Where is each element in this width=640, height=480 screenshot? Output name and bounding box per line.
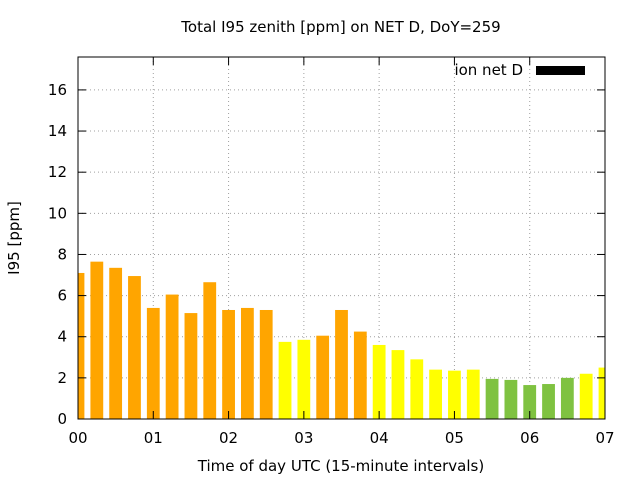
y-tick-label: 12 xyxy=(48,163,67,181)
bar xyxy=(240,307,254,419)
bar xyxy=(165,294,179,419)
bar xyxy=(335,309,348,419)
bar xyxy=(598,367,605,419)
y-tick-label: 2 xyxy=(57,369,67,387)
x-tick-label: 01 xyxy=(144,429,163,447)
bar xyxy=(353,331,367,419)
x-tick-label: 06 xyxy=(520,429,539,447)
bar xyxy=(203,282,217,419)
bar xyxy=(391,350,405,419)
bar xyxy=(278,341,292,419)
bar xyxy=(523,385,537,419)
x-tick-label: 07 xyxy=(595,429,614,447)
bar xyxy=(222,309,235,419)
legend-swatch xyxy=(536,66,585,75)
bar xyxy=(109,267,123,419)
bar xyxy=(466,369,480,419)
plot-frame xyxy=(77,56,606,420)
y-tick-label: 10 xyxy=(48,204,67,222)
chart-title: Total I95 zenith [ppm] on NET D, DoY=259 xyxy=(180,18,500,36)
bar xyxy=(504,379,518,419)
bar xyxy=(372,344,386,419)
bar xyxy=(579,373,593,419)
bar xyxy=(184,313,198,419)
y-axis-title: I95 [ppm] xyxy=(5,201,23,275)
bar xyxy=(297,339,311,419)
bar xyxy=(448,370,461,419)
y-tick-label: 16 xyxy=(48,81,67,99)
x-tick-label: 03 xyxy=(294,429,313,447)
bar xyxy=(78,272,85,419)
x-axis-title: Time of day UTC (15-minute intervals) xyxy=(197,457,484,475)
x-tick-label: 02 xyxy=(219,429,238,447)
bar xyxy=(560,377,574,419)
legend-label: ion net D xyxy=(454,61,523,79)
x-tick-label: 04 xyxy=(370,429,389,447)
y-tick-label: 8 xyxy=(57,245,67,263)
bar xyxy=(485,378,499,419)
legend: ion net D xyxy=(454,61,585,79)
y-tick-label: 14 xyxy=(48,122,67,140)
grid-lines xyxy=(78,57,605,419)
bar xyxy=(542,384,555,419)
y-tick-label: 0 xyxy=(57,410,67,428)
bar xyxy=(128,276,141,419)
x-tick-label: 05 xyxy=(445,429,464,447)
bars xyxy=(78,261,605,419)
bar xyxy=(146,307,160,419)
x-tick-label: 00 xyxy=(68,429,87,447)
y-tick-label: 6 xyxy=(57,287,67,305)
bar xyxy=(429,369,443,419)
bar xyxy=(316,335,330,419)
y-tick-label: 4 xyxy=(57,328,67,346)
bar xyxy=(259,309,273,419)
bar xyxy=(90,261,104,419)
bar xyxy=(410,359,424,419)
